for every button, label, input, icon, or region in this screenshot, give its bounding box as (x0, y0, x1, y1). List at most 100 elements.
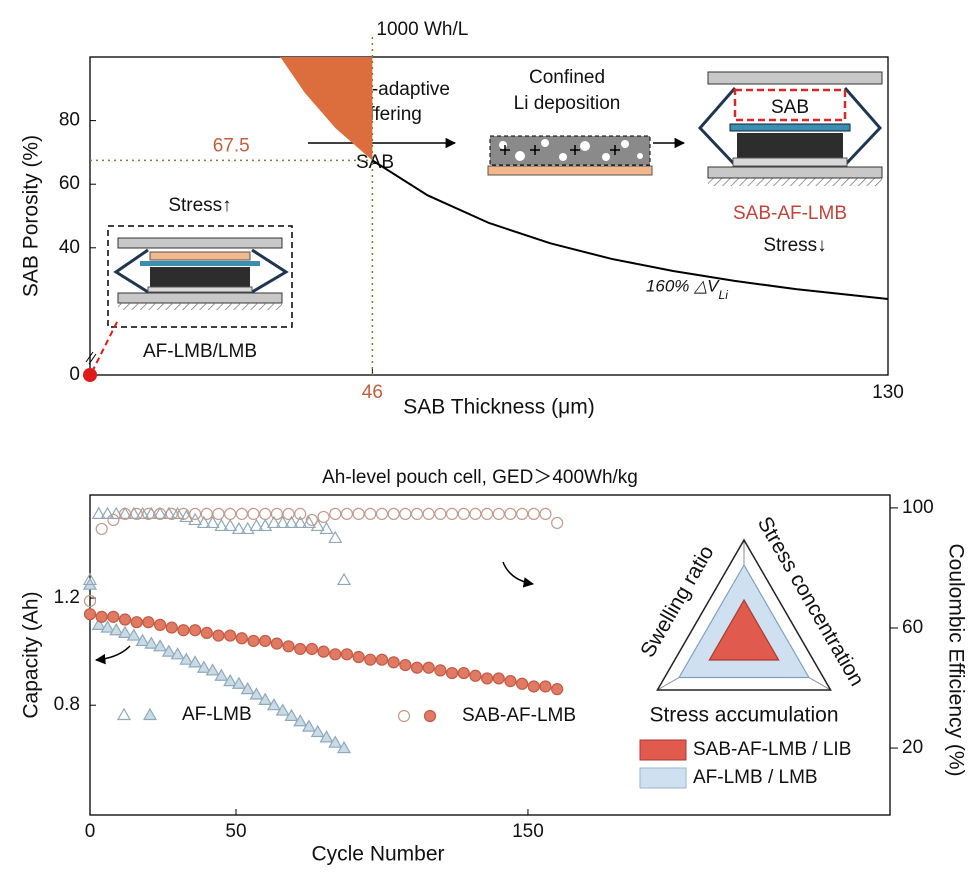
marker (258, 692, 273, 705)
marker (91, 617, 106, 630)
marker (305, 513, 318, 527)
marker (170, 506, 185, 520)
arrows (94, 561, 535, 665)
y2-tick-label: 20 (902, 737, 923, 758)
marker (445, 666, 459, 680)
y-tick-label: 0.8 (54, 694, 80, 715)
x-tick-label: 0 (85, 821, 96, 842)
marker (480, 507, 494, 521)
marker (480, 672, 494, 685)
marker (231, 521, 246, 535)
marker (196, 660, 211, 673)
y2-axis-title: Coulombic Efficiency (%) (944, 543, 967, 776)
marker (504, 675, 517, 688)
marker (205, 663, 220, 676)
legend-label: AF-LMB / LMB (693, 767, 818, 788)
marker (387, 656, 400, 669)
marker (329, 507, 342, 521)
label: Confined (529, 67, 605, 88)
marker (294, 507, 307, 521)
marker (317, 645, 330, 658)
x-tick-label: 150 (512, 821, 544, 842)
marker (200, 626, 213, 640)
marker (249, 518, 264, 532)
marker (539, 507, 552, 521)
curve (371, 159, 889, 300)
marker (387, 507, 400, 521)
marker (399, 658, 412, 672)
marker (153, 506, 168, 520)
marker (293, 515, 308, 529)
marker (301, 515, 317, 529)
marker (284, 515, 299, 529)
marker (118, 625, 133, 639)
marker (319, 521, 334, 535)
marker (153, 618, 167, 631)
marker (305, 642, 318, 656)
legend-marker (423, 709, 437, 723)
label: Stress↓ (763, 235, 826, 256)
marker (551, 516, 564, 530)
marker (118, 507, 132, 521)
marker (469, 669, 482, 682)
marker (317, 510, 330, 524)
x-tick-label: 46 (362, 382, 383, 403)
marker (329, 648, 342, 661)
marker (231, 676, 246, 689)
marker (83, 594, 97, 608)
marker (135, 506, 150, 520)
marker (282, 507, 295, 521)
marker (527, 680, 540, 693)
marker (177, 624, 190, 637)
label: SAB-AF-LMB (733, 203, 847, 224)
marker (144, 636, 159, 649)
marker (434, 664, 447, 677)
marker (340, 507, 354, 521)
marker (91, 506, 106, 520)
marker (223, 518, 238, 532)
marker (212, 507, 225, 521)
radar-frame (656, 538, 832, 691)
marker (249, 687, 264, 700)
annotation: 1000 Wh/L (376, 19, 468, 40)
label: AF-LMB/LMB (143, 341, 257, 362)
radar-label: Stress accumulation (649, 704, 838, 727)
marker (188, 655, 203, 668)
ref-label: 67.5 (213, 135, 250, 156)
marker (422, 507, 435, 521)
marker (240, 681, 255, 695)
marker (266, 697, 281, 711)
marker (153, 639, 168, 652)
marker (539, 680, 552, 693)
marker (214, 668, 229, 681)
legend-label: SAB-AF-LMB (462, 705, 576, 726)
marker (266, 515, 281, 529)
marker (258, 518, 273, 532)
y-tick-label: 40 (59, 237, 80, 258)
marker (179, 652, 194, 665)
marker (153, 507, 167, 521)
marker (82, 572, 98, 586)
marker (247, 634, 260, 648)
marker (235, 632, 248, 645)
marker (196, 515, 211, 529)
marker (259, 507, 272, 521)
marker (270, 637, 283, 650)
marker (205, 515, 220, 529)
marker (275, 703, 290, 716)
marker (118, 613, 132, 626)
marker (165, 621, 178, 634)
marker (177, 507, 190, 521)
marker (375, 507, 389, 521)
marker (492, 672, 505, 685)
marker (135, 633, 150, 647)
marker (445, 507, 459, 521)
radar-area (708, 598, 780, 661)
label: SAB (771, 97, 809, 118)
y2-tick-label: 100 (902, 497, 934, 518)
plot-frame (89, 494, 891, 816)
marker (516, 507, 529, 521)
marker (275, 515, 290, 529)
marker (410, 507, 424, 521)
